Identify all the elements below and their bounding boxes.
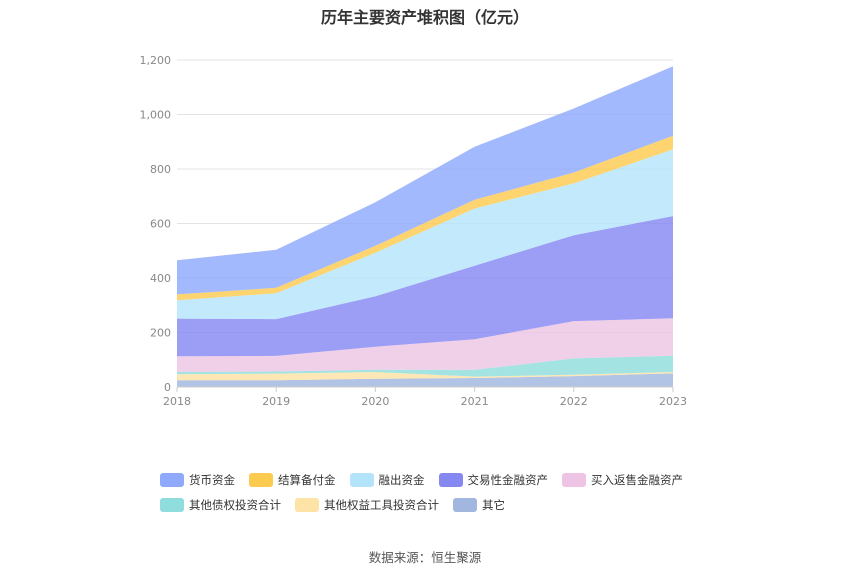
area-series (177, 318, 673, 372)
stacked-area-chart: 0 200 400 600 800 1,000 1,200 2018 2019 2020 2021 2… (140, 54, 688, 408)
chart-title: 历年主要资产堆积图（亿元） (320, 8, 529, 27)
legend-item[interactable]: 其他权益工具投资合计 (295, 497, 439, 513)
legend-label: 买入返售金融资产 (591, 473, 683, 487)
legend-swatch (160, 498, 184, 512)
legend-label: 其它 (482, 498, 505, 512)
y-tick-label: 1,200 (140, 54, 172, 67)
area-series (177, 355, 673, 377)
legend-swatch (438, 473, 463, 487)
y-tick-label: 200 (150, 327, 171, 340)
area-series (177, 373, 673, 387)
legend-item[interactable]: 其它 (453, 497, 505, 513)
legend-item[interactable]: 结算备付金 (249, 472, 336, 488)
legend-swatch (453, 498, 477, 512)
x-tick-label: 2018 (163, 395, 191, 408)
y-tick-label: 1,000 (140, 109, 172, 122)
legend-item[interactable]: 货币资金 (160, 472, 235, 488)
x-tick-label: 2019 (262, 395, 290, 408)
area-series (177, 216, 673, 357)
legend-label: 其他权益工具投资合计 (324, 498, 439, 512)
legend-swatch (349, 473, 374, 487)
axes: 0 200 400 600 800 1,000 1,200 2018 2019 2020 2021 2… (140, 54, 688, 408)
legend-swatch (160, 473, 184, 487)
area-series (177, 66, 673, 295)
legend-swatch (249, 473, 273, 487)
area-series (177, 372, 673, 381)
legend-item[interactable]: 融出资金 (349, 472, 425, 488)
legend-label: 结算备付金 (278, 473, 336, 487)
x-tick-label: 2020 (361, 395, 389, 408)
legend-item[interactable]: 买入返售金融资产 (562, 472, 683, 488)
legend-label: 交易性金融资产 (467, 473, 549, 487)
legend-item[interactable]: 交易性金融资产 (438, 472, 549, 488)
y-tick-label: 800 (150, 163, 171, 176)
area-series (177, 149, 673, 320)
x-tick-label: 2023 (659, 395, 687, 408)
x-tick-label: 2022 (560, 395, 588, 408)
legend-label: 融出资金 (378, 473, 425, 487)
y-tick-label: 600 (150, 218, 171, 231)
legend-swatch (295, 498, 319, 512)
legend: 货币资金 结算备付金 融出资金 交易性金融资产 买入返售金融资产其他债权投资合计 其他权益… (160, 472, 720, 522)
y-tick-label: 400 (150, 272, 171, 285)
legend-item[interactable]: 其他债权投资合计 (160, 497, 281, 513)
y-tick-label: 0 (164, 381, 171, 394)
x-tick-label: 2021 (461, 395, 489, 408)
source-note: 数据来源：恒生聚源 (368, 550, 482, 565)
legend-swatch (562, 473, 586, 487)
legend-label: 其他债权投资合计 (189, 498, 281, 512)
area-series-layer (177, 66, 673, 387)
legend-label: 货币资金 (189, 473, 235, 487)
